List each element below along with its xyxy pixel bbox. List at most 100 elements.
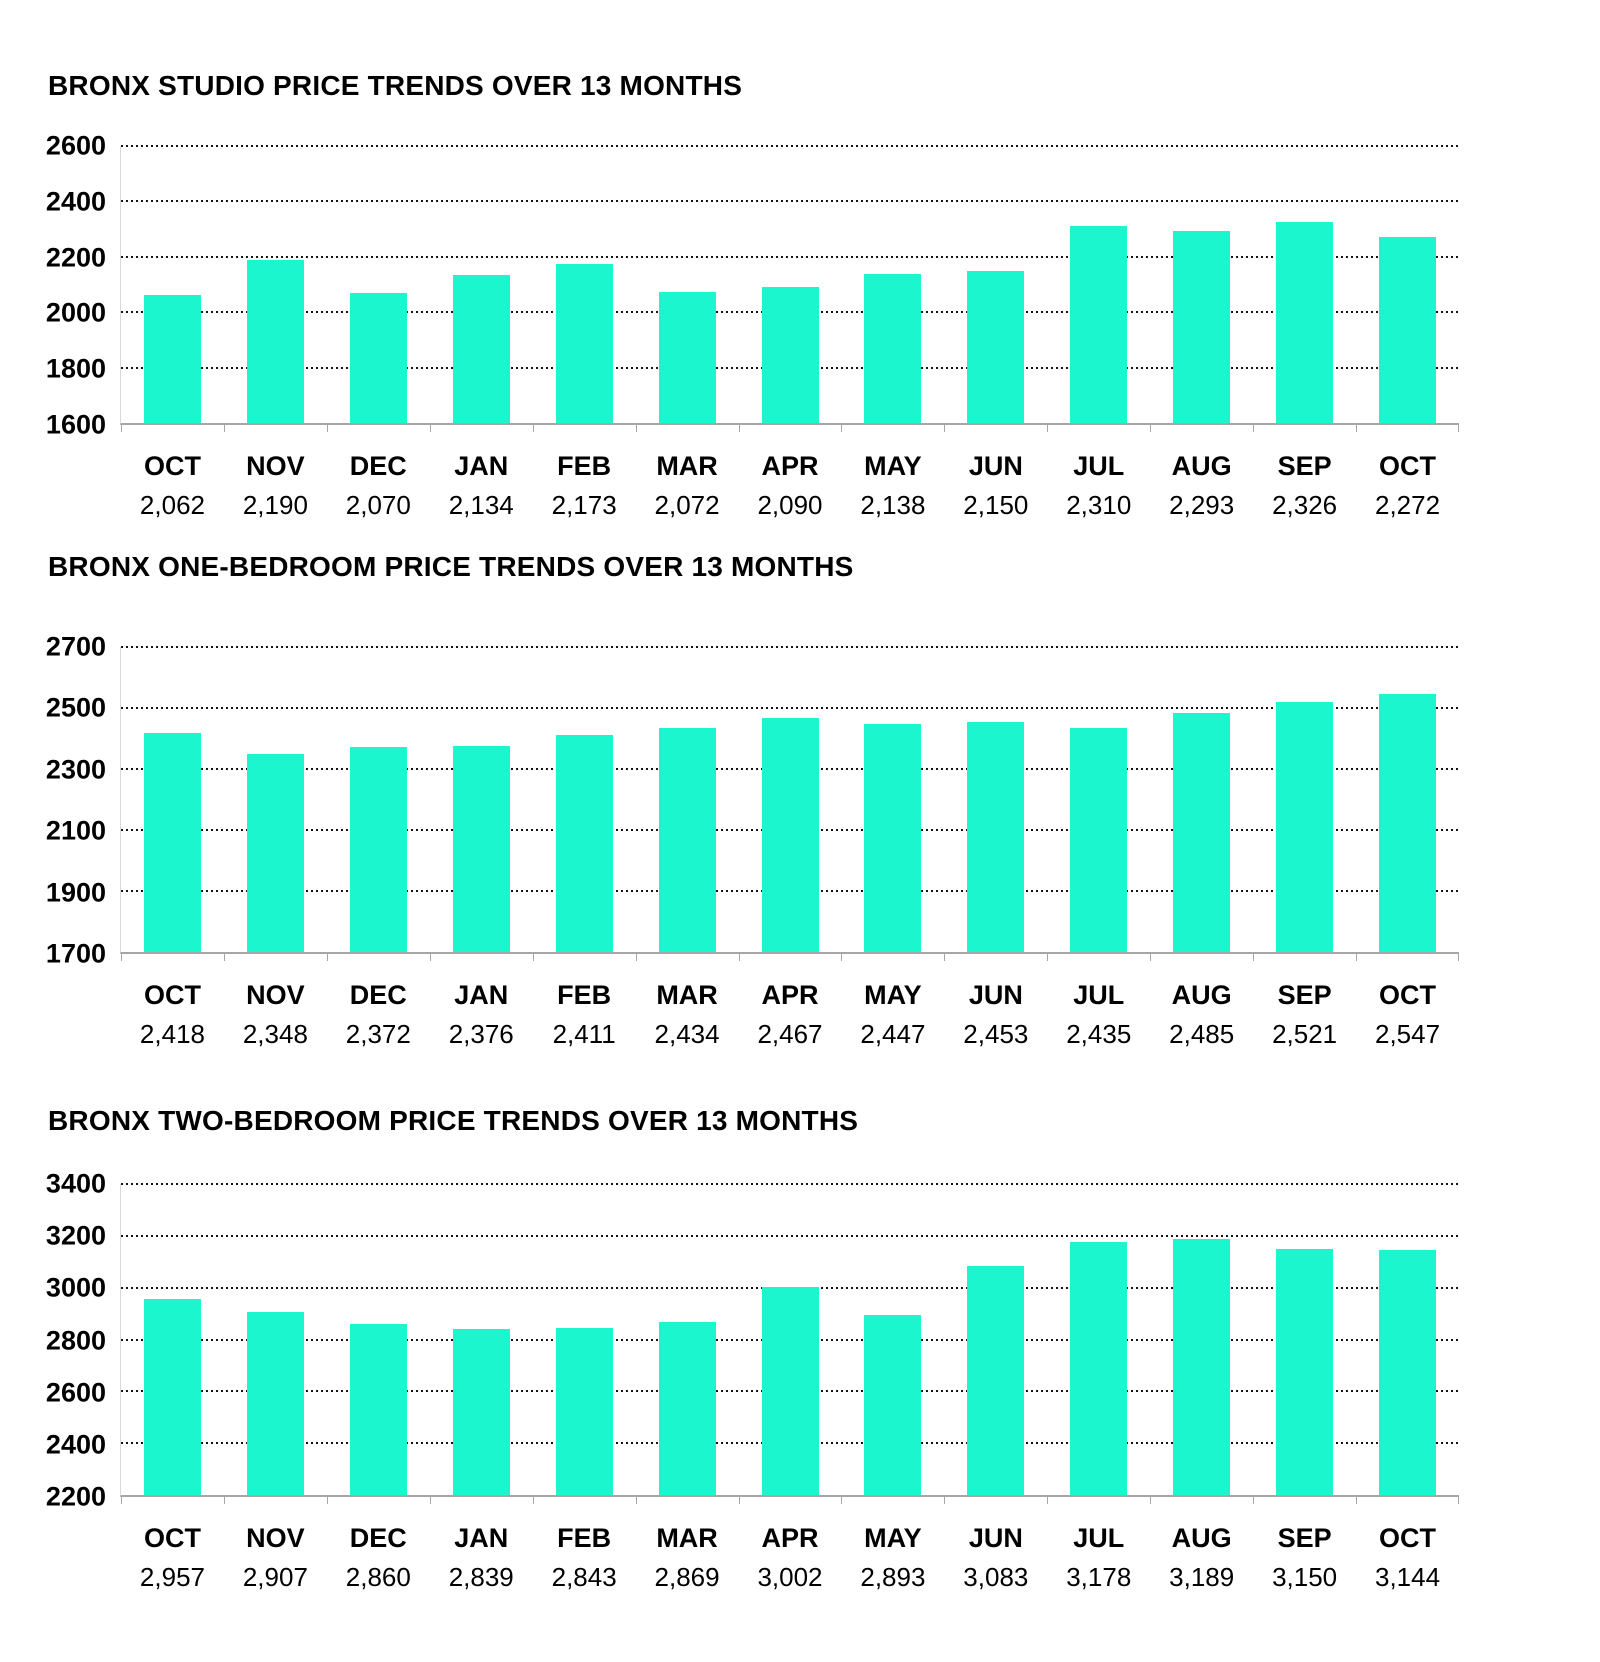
x-axis-tick — [532, 954, 534, 961]
y-axis-tick-label: 2800 — [45, 1325, 106, 1355]
gridline — [121, 707, 1459, 709]
value-label: 2,293 — [1169, 490, 1235, 520]
gridline — [121, 145, 1459, 147]
x-axis-tick — [635, 1497, 637, 1504]
month-label: OCT — [143, 1523, 201, 1553]
bar-aug-0 — [1173, 231, 1231, 423]
x-axis-tick — [841, 425, 843, 432]
x-axis-tick — [121, 954, 122, 961]
bar-mar-0 — [658, 292, 716, 423]
value-label: 2,070 — [345, 490, 411, 520]
x-axis-tick — [944, 425, 946, 432]
plot-area — [120, 646, 1459, 961]
month-label: MAR — [656, 451, 718, 481]
month-label: JUN — [968, 1523, 1023, 1553]
x-axis-tick — [532, 425, 534, 432]
month-label: MAR — [656, 980, 718, 1010]
value-label: 2,860 — [345, 1562, 411, 1592]
value-label: 2,453 — [963, 1019, 1029, 1049]
month-label: AUG — [1171, 1523, 1232, 1553]
gridline — [121, 1183, 1459, 1185]
x-axis-tick — [429, 1497, 431, 1504]
x-axis-tick — [121, 425, 122, 432]
x-axis-month-labels: OCT NOV DEC JAN FEB MAR APR MAY JUN JUL AUG SEP OCT — [121, 980, 1459, 1011]
value-label: 2,957 — [139, 1562, 205, 1592]
y-axis-tick-label: 1600 — [45, 409, 106, 440]
value-label: 3,002 — [757, 1562, 823, 1592]
charts-container: BRONX STUDIO PRICE TRENDS OVER 13 MONTHS… — [45, 70, 1600, 1593]
value-label: 2,521 — [1272, 1019, 1338, 1049]
bar-apr-0 — [761, 287, 819, 423]
y-axis-tick-label: 2500 — [45, 692, 106, 723]
bar-oct-0 — [1379, 236, 1437, 423]
x-axis-tick — [635, 954, 637, 961]
value-label: 2,485 — [1169, 1019, 1235, 1049]
x-axis-tick — [223, 1497, 225, 1504]
y-axis-tick-label: 2400 — [45, 1429, 106, 1460]
x-axis-tick — [1253, 954, 1255, 961]
x-axis-tick — [738, 1497, 740, 1504]
x-axis-tick — [121, 1497, 122, 1504]
month-label: JUN — [968, 980, 1023, 1010]
month-label: MAY — [864, 1523, 922, 1553]
month-label: JAN — [454, 451, 509, 481]
bar-mar-1 — [658, 728, 716, 952]
bar-feb-2 — [555, 1328, 613, 1495]
bar-jan-0 — [452, 275, 510, 423]
x-axis-tick — [429, 425, 431, 432]
value-label: 2,843 — [551, 1562, 617, 1592]
x-axis-tick — [841, 1497, 843, 1504]
x-axis-tick — [326, 425, 328, 432]
month-label: SEP — [1277, 451, 1332, 481]
bar-oct-2 — [1379, 1250, 1437, 1495]
bar-feb-0 — [555, 264, 613, 423]
value-label: 2,907 — [242, 1562, 308, 1592]
x-axis-tick — [326, 1497, 328, 1504]
x-axis-tick — [1047, 1497, 1049, 1504]
x-axis-tick — [429, 954, 431, 961]
value-label: 2,062 — [139, 490, 205, 520]
bar-may-2 — [864, 1315, 922, 1495]
bar-jul-0 — [1070, 226, 1128, 423]
month-label: MAR — [656, 1523, 718, 1553]
y-axis-tick-label: 2100 — [45, 815, 106, 846]
chart-body: 1600 1800 2000 2200 2400 2600 — [45, 132, 1600, 438]
bar-mar-2 — [658, 1321, 716, 1495]
x-axis-tick — [944, 954, 946, 961]
x-axis-tick — [1356, 1497, 1358, 1504]
month-label: NOV — [246, 1523, 305, 1553]
bar-sep-2 — [1276, 1248, 1334, 1495]
x-axis-tick — [1253, 1497, 1255, 1504]
bar-may-1 — [864, 724, 922, 952]
value-label: 2,467 — [757, 1019, 823, 1049]
y-axis: 1600 1800 2000 2200 2400 2600 — [45, 132, 120, 438]
bar-dec-2 — [349, 1323, 407, 1495]
month-label: FEB — [557, 980, 612, 1010]
chart-body: 2200 2400 2600 2800 3000 3200 3400 — [45, 1170, 1600, 1510]
bar-nov-2 — [246, 1311, 304, 1495]
value-label: 2,434 — [654, 1019, 720, 1049]
y-axis-tick-label: 2700 — [45, 631, 106, 662]
month-label: FEB — [557, 451, 612, 481]
y-axis: 2200 2400 2600 2800 3000 3200 3400 — [45, 1170, 120, 1510]
month-label: JUL — [1073, 451, 1125, 481]
month-label: OCT — [1379, 1523, 1437, 1553]
value-label: 2,326 — [1272, 490, 1338, 520]
gridline — [121, 255, 1459, 258]
value-label: 3,150 — [1272, 1562, 1338, 1592]
value-label: 2,348 — [242, 1019, 308, 1049]
month-label: APR — [761, 451, 819, 481]
value-label: 2,150 — [963, 490, 1029, 520]
x-axis-tick — [635, 425, 637, 432]
value-label: 3,178 — [1066, 1562, 1132, 1592]
value-label: 2,418 — [139, 1019, 205, 1049]
y-axis-tick-label: 1800 — [45, 353, 106, 384]
chart-title: BRONX STUDIO PRICE TRENDS OVER 13 MONTHS — [48, 70, 743, 101]
value-label: 2,893 — [860, 1562, 926, 1592]
x-axis-tick — [1458, 425, 1459, 432]
y-axis: 1700 1900 2100 2300 2500 2700 — [45, 633, 120, 967]
month-label: JUN — [968, 451, 1023, 481]
bar-jan-2 — [452, 1329, 510, 1495]
y-axis-tick-label: 2600 — [45, 130, 106, 161]
value-label: 3,189 — [1169, 1562, 1235, 1592]
